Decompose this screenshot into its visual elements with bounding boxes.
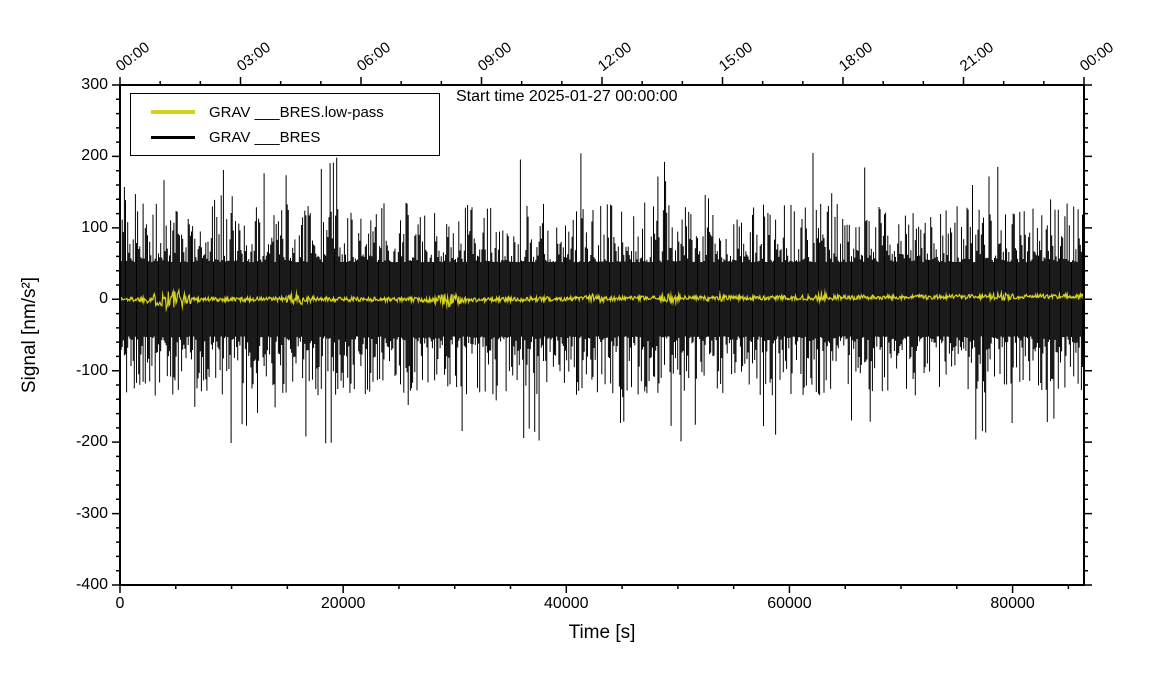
y-tick-label: -200 [75, 433, 108, 451]
y-tick-label: 200 [81, 147, 108, 165]
y-tick-label: 300 [81, 76, 108, 93]
start-time-annotation: Start time 2025-01-27 00:00:00 [456, 88, 678, 105]
x-axis-title: Time [s] [568, 622, 636, 643]
raw-line-swatch [151, 135, 195, 139]
x-tick-label: 0 [115, 595, 125, 612]
legend-item-raw: GRAV ___BRES [151, 128, 439, 146]
x-tick-label: 80000 [990, 595, 1035, 612]
y-tick-label: 0 [99, 290, 108, 308]
legend: GRAV ___BRES.low-pass GRAV ___BRES [130, 93, 440, 156]
legend-item-lowpass: GRAV ___BRES.low-pass [151, 103, 439, 121]
y-tick-label: -100 [75, 361, 108, 379]
legend-label-lowpass: GRAV ___BRES.low-pass [209, 103, 384, 121]
y-tick-label: -400 [75, 576, 108, 593]
x-tick-label: 60000 [767, 595, 812, 612]
y-axis-title: Signal [nm/s²] [19, 276, 40, 394]
lowpass-line-swatch [151, 110, 195, 114]
legend-label-raw: GRAV ___BRES [209, 128, 321, 146]
x-tick-label: 40000 [544, 595, 589, 612]
y-tick-label: 100 [81, 218, 108, 236]
x-tick-label: 20000 [320, 595, 366, 612]
y-tick-label: -300 [75, 504, 108, 522]
